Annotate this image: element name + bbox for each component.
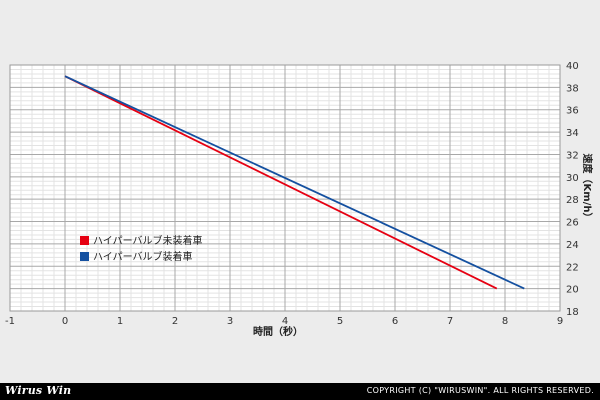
y-axis-label: 速度（Km/h） [581,154,594,223]
brand-logo: Wirus Win [5,384,72,397]
series-line-1 [64,75,525,290]
y-tick-label: 40 [566,61,579,72]
legend-swatch-0 [80,236,89,245]
x-tick-label: 6 [392,316,398,327]
y-tick-labels: 18 20 22 24 26 28 30 32 34 36 38 40 [566,61,579,318]
y-tick-label: 34 [566,128,579,139]
y-tick-label: 26 [566,218,579,229]
y-tick-label: 30 [566,173,579,184]
copyright-text: COPYRIGHT (C) "WIRUSWIN". ALL RIGHTS RES… [366,386,594,395]
legend: ハイパーバルブ未装着車 ハイパーバルブ装着車 [80,234,203,263]
y-tick-label: 22 [566,262,579,273]
x-tick-label: 5 [337,316,343,327]
y-tick-label: 36 [566,106,579,117]
x-tick-label: 4 [282,316,288,327]
x-axis-label: 時間（秒） [253,325,303,338]
x-tick-label: 8 [502,316,508,327]
legend-label-0: ハイパーバルブ未装着車 [93,234,203,247]
y-tick-label: 38 [566,83,579,94]
y-tick-label: 28 [566,195,579,206]
y-tick-label: 32 [566,150,579,161]
legend-swatch-1 [80,252,89,261]
x-tick-label: 0 [62,316,68,327]
x-tick-label: 9 [557,316,563,327]
y-tick-label: 20 [566,285,579,296]
series-line-0 [64,75,498,290]
x-tick-label: 2 [172,316,178,327]
series-lines [64,75,525,290]
x-tick-label: 1 [117,316,123,327]
x-tick-labels: -1 0 1 2 3 4 5 6 7 8 9 [5,316,563,327]
footer-bar: Wirus Win COPYRIGHT (C) "WIRUSWIN". ALL … [0,383,600,400]
y-tick-label: 18 [566,307,579,318]
legend-label-1: ハイパーバルブ装着車 [93,250,193,263]
y-tick-label: 24 [566,240,579,251]
x-tick-label: 3 [227,316,233,327]
x-tick-label: 7 [447,316,453,327]
plot-border [9,64,561,312]
x-tick-label: -1 [5,316,15,327]
